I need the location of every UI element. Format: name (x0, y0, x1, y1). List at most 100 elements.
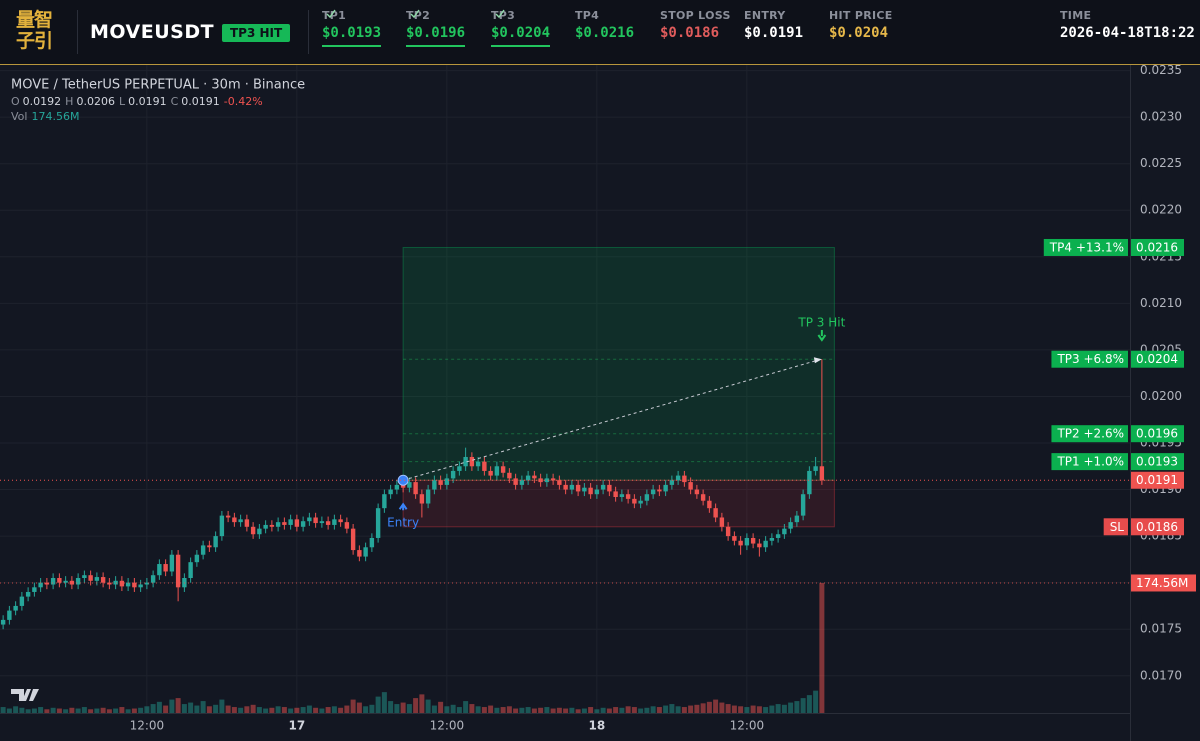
candle-body (432, 480, 437, 490)
candle-body (94, 577, 100, 581)
volume-bar (575, 709, 581, 713)
profit-zone (402, 246, 835, 481)
volume-bar (644, 707, 650, 713)
entry-label: Entry (387, 516, 419, 530)
level-price-tag: 0.0186 (1136, 520, 1178, 534)
volume-bar (263, 708, 269, 713)
candle-body (594, 489, 600, 495)
candle-body (788, 522, 793, 529)
candle-body (807, 470, 812, 495)
candle-body (332, 519, 337, 525)
volume-bar (813, 690, 819, 713)
level-name-bg (1051, 350, 1128, 368)
candle-body (507, 472, 512, 479)
candle-body (707, 500, 712, 509)
level-name-bg (1051, 453, 1128, 471)
candle-body (238, 519, 243, 523)
volume-bar (431, 705, 437, 713)
volume-bar (819, 582, 825, 713)
level-name-bg (1103, 518, 1128, 536)
volume-bar (425, 699, 431, 713)
volume-bar (663, 705, 669, 713)
level-price-tag: 0.0193 (1136, 455, 1178, 469)
candle-body (682, 475, 687, 483)
candle-body (619, 494, 625, 497)
volume-bar (31, 708, 37, 713)
header-field: TP4 $0.0216 (575, 9, 634, 41)
check (326, 9, 336, 19)
candle-body (0, 619, 6, 625)
candle-body (700, 494, 706, 501)
x-tick-label: 17 (289, 719, 306, 733)
volume-bar (188, 702, 194, 713)
volume-bar (550, 708, 556, 713)
volume-bar (313, 707, 319, 713)
volume-bar (400, 702, 406, 713)
volume-bar (525, 707, 531, 713)
volume-bar (281, 707, 287, 713)
level-price-tag-bg (1131, 453, 1184, 471)
volume-bar (331, 706, 337, 713)
volume-bar (44, 709, 50, 713)
logo: 量智 子引 (16, 10, 53, 52)
candle-body (257, 528, 262, 535)
field-value: $0.0191 (744, 25, 803, 41)
volume-bar (119, 707, 125, 713)
volume-bar (156, 701, 162, 713)
volume-bar (519, 707, 525, 713)
volume-bar (450, 704, 456, 713)
candle-body (269, 524, 275, 527)
candle-body (150, 575, 156, 583)
candle-body (425, 489, 431, 504)
volume-bar (394, 704, 400, 713)
volume-bar (481, 707, 487, 713)
legend-value: 174.56M (31, 110, 79, 123)
candle-body (519, 480, 525, 485)
candle-body (575, 484, 581, 492)
legend-title: MOVE / TetherUS PERPETUAL · 30m · Binanc… (11, 78, 305, 93)
volume-bar (494, 707, 500, 713)
y-tick-label: 0.0230 (1140, 110, 1182, 124)
legend-key: H (65, 95, 73, 108)
candle-body (600, 484, 606, 490)
hit-label: TP 3 Hit (797, 316, 845, 330)
candle-body (450, 470, 456, 479)
field-value-text: $0.0216 (575, 25, 635, 41)
candle-body (794, 515, 800, 523)
volume-bar (463, 701, 469, 713)
volume-bar (338, 707, 344, 713)
volume-bar (38, 707, 44, 713)
candle-body (50, 578, 56, 585)
volume-bar (244, 706, 250, 713)
volume-bar (619, 707, 625, 713)
candle-body (25, 591, 31, 597)
divider (308, 10, 309, 54)
volume-bar (613, 707, 619, 713)
candle-body (469, 456, 475, 467)
volume-bar (50, 707, 56, 713)
volume-bar (781, 704, 787, 713)
legend-value: 0.0206 (76, 95, 115, 108)
header-field: HIT PRICE $0.0204 (829, 9, 893, 41)
candle-body (100, 577, 106, 583)
candle-body (513, 478, 518, 485)
candle-body (363, 547, 368, 557)
volume-bar (769, 705, 775, 713)
level-name: TP2 +2.6% (1056, 427, 1124, 441)
volume-bar (581, 708, 587, 713)
volume-bar (594, 709, 600, 713)
candle-body (613, 491, 618, 497)
volume-bar (81, 707, 87, 713)
candle-body (544, 478, 550, 483)
price-axis-panel (1130, 65, 1200, 741)
candle-body (394, 484, 400, 490)
level-name: SL (1110, 520, 1125, 534)
volume-bar (206, 706, 212, 713)
volume-bar (788, 702, 794, 713)
candle-body (357, 550, 362, 557)
y-tick-label: 0.0210 (1140, 296, 1182, 310)
candle-body (625, 494, 631, 499)
level-price-tag-bg (1131, 518, 1184, 536)
